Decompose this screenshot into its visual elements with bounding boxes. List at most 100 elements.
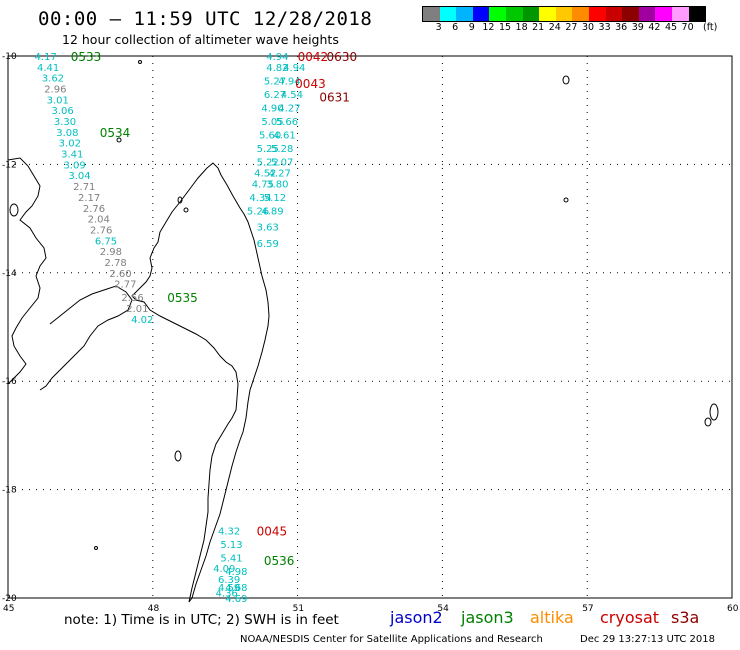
- wave-height-value: 5.28: [271, 144, 293, 155]
- pass-time-label: 0042: [298, 50, 329, 64]
- wave-height-value: 4.27: [269, 169, 291, 180]
- island-outline: [94, 546, 98, 550]
- wave-height-value: 6.75: [95, 236, 117, 247]
- wave-height-value: 3.08: [56, 128, 78, 139]
- colorbar-swatch: [622, 7, 639, 21]
- wave-height-value: 4.94: [278, 76, 300, 87]
- wave-height-value: 2.76: [83, 204, 105, 215]
- pass-time-label: 0533: [71, 50, 102, 64]
- wave-height-value: 5.05: [261, 117, 283, 128]
- latitude-label: -14: [2, 269, 17, 279]
- colorbar-label: 27: [565, 22, 578, 33]
- colorbar-label: 30: [581, 22, 595, 33]
- wave-height-value: 5.41: [220, 553, 242, 564]
- wave-height-value: 4.90: [261, 103, 283, 114]
- wave-height-value: 5.26: [247, 206, 269, 217]
- island-outline: [704, 417, 712, 427]
- latitude-label: -16: [2, 377, 17, 387]
- wave-height-value: 4.82: [266, 63, 288, 74]
- wave-height-value: 2.98: [100, 247, 122, 258]
- latitude-label: -18: [2, 486, 17, 496]
- wave-height-value: 3.30: [54, 117, 76, 128]
- wave-height-value: 3.01: [47, 95, 69, 106]
- wave-height-value: 6.39: [218, 575, 240, 586]
- wave-height-value: 2.17: [78, 193, 100, 204]
- wave-height-value: 2.78: [105, 258, 127, 269]
- wave-height-value: 4.75: [252, 179, 274, 190]
- colorbar-label: 3: [435, 22, 442, 33]
- colorbar-label: 45: [664, 22, 678, 33]
- colorbar-label: (ft): [703, 22, 718, 33]
- wave-height-value: 2.60: [109, 269, 131, 280]
- wave-height-values: 4.174.413.622.963.013.063.303.083.023.41…: [35, 52, 306, 605]
- island-outline: [562, 75, 570, 85]
- colorbar-label: 12: [482, 22, 495, 33]
- wave-height-value: 4.32: [218, 526, 240, 537]
- wave-height-value: 2.76: [90, 225, 112, 236]
- pass-time-label: 0536: [264, 554, 295, 568]
- units-note: note: 1) Time is in UTC; 2) SWH is in fe…: [64, 612, 339, 628]
- island-outline: [116, 137, 122, 143]
- colorbar-swatch: [638, 7, 656, 21]
- satellite-name-cryosat: cryosat: [600, 608, 660, 627]
- wave-height-value: 2.56: [121, 293, 143, 304]
- colorbar-swatch: [456, 7, 473, 21]
- satellite-name-s3a: s3a: [671, 608, 700, 627]
- colorbar-label: 70: [681, 22, 694, 33]
- colorbar-label: 15: [498, 22, 512, 33]
- longitude-label: 51: [293, 604, 304, 614]
- colorbar-swatch: [439, 7, 457, 21]
- wave-height-value: 5.27: [264, 76, 286, 87]
- colorbar-swatch: [605, 7, 623, 21]
- island-outline: [177, 196, 183, 204]
- wave-height-value: 5.66: [276, 117, 298, 128]
- longitude-label: 45: [3, 604, 14, 614]
- satellite-name-jason2: jason2: [390, 608, 443, 627]
- colorbar-swatch: [655, 7, 672, 21]
- colorbar-label: 21: [532, 22, 545, 33]
- satellite-name-altika: altika: [530, 608, 574, 627]
- island-outline: [183, 207, 189, 213]
- colorbar-label: 9: [468, 22, 475, 33]
- wave-height-value: 3.06: [51, 106, 73, 117]
- wave-height-value: 4.41: [37, 63, 59, 74]
- colorbar-swatch: [671, 7, 689, 21]
- wave-height-colorbar: [422, 6, 707, 22]
- wave-height-value: 3.41: [61, 150, 83, 161]
- colorbar-label: 24: [548, 22, 561, 33]
- latitude-label: -12: [2, 160, 17, 170]
- pass-time-label: 0534: [100, 126, 131, 140]
- colorbar-swatch: [522, 7, 540, 21]
- wave-height-value: 3.63: [257, 223, 279, 234]
- coastline: [7, 60, 719, 603]
- pass-time-label: 0043: [295, 77, 326, 91]
- wave-height-value: 3.02: [59, 139, 81, 150]
- wave-height-value: 5.60: [259, 131, 281, 142]
- pass-time-label: 0045: [257, 524, 288, 538]
- wave-height-value: 3.04: [68, 171, 90, 182]
- latitude-label: -10: [2, 52, 17, 62]
- island-outline: [709, 403, 719, 421]
- wave-height-value: 2.96: [44, 85, 66, 96]
- wave-height-value: 4.94: [283, 63, 305, 74]
- generation-timestamp: Dec 29 13:27:13 UTC 2018: [580, 634, 715, 645]
- wave-height-value: 5.13: [220, 540, 242, 551]
- latitude-label: -20: [2, 594, 17, 604]
- wave-height-value: 5.12: [264, 193, 286, 204]
- madagascar-coastline: [131, 162, 270, 603]
- pass-time-label: 0535: [167, 291, 198, 305]
- wave-height-value: 4.09: [213, 564, 235, 575]
- pass-time-label: 0630: [327, 50, 358, 64]
- wave-height-value: 3.80: [266, 179, 288, 190]
- wave-height-value: 2.71: [73, 182, 95, 193]
- wave-height-value: 4.89: [261, 206, 283, 217]
- wave-height-value: 4.68: [225, 583, 247, 594]
- longitude-label: 48: [148, 604, 160, 614]
- colorbar-swatch: [539, 7, 556, 21]
- colorbar-labels: 3 6 9 12 15 18 21 24 27 30 33 36 39 42 45 70 (ft): [422, 22, 740, 34]
- wave-height-value: 4.94: [266, 52, 288, 63]
